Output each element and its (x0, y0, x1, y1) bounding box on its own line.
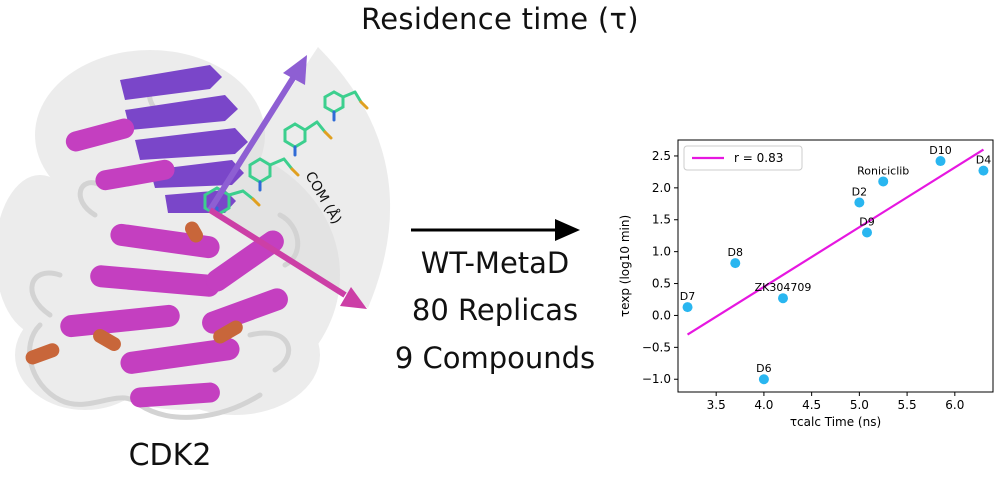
workflow-arrow (411, 219, 580, 241)
protein-label: CDK2 (128, 438, 212, 473)
point-label-d4: D4 (976, 154, 991, 167)
legend: r = 0.83 (683, 145, 803, 171)
point-label-d7: D7 (680, 290, 695, 303)
workflow-step-replicas: 80 Replicas (411, 293, 579, 327)
data-point-d10 (935, 156, 946, 167)
fit-line (686, 148, 985, 336)
x-tick-label: 5.0 (850, 398, 869, 412)
y-tick-label: −1.0 (642, 372, 671, 386)
data-point-d6 (758, 374, 769, 385)
x-axis-label: τcalc Time (ns) (790, 415, 881, 429)
figure-title: Residence time (τ) (361, 2, 639, 36)
y-tick-label: 1.0 (652, 245, 671, 259)
y-tick-label: 0.0 (652, 308, 671, 322)
workflow-step-compounds: 9 Compounds (394, 341, 596, 375)
data-point-d7 (682, 302, 693, 313)
data-point-roniciclib (878, 176, 889, 187)
point-label-d2: D2 (852, 186, 867, 199)
point-label-zk304709: ZK304709 (755, 281, 812, 294)
point-label-d8: D8 (728, 246, 743, 259)
y-tick-label: 2.0 (652, 181, 671, 195)
point-label-d9: D9 (859, 216, 874, 229)
turn-regions (25, 221, 243, 365)
exit-sector (210, 47, 391, 308)
y-tick-label: 2.5 (652, 149, 671, 163)
point-label-d10: D10 (929, 144, 951, 157)
ligand-poses (203, 90, 369, 218)
exit-arrow-down (208, 207, 367, 309)
x-tick-label: 3.5 (707, 398, 726, 412)
workflow-step-method: WT-MetaD (420, 246, 570, 280)
point-label-d6: D6 (756, 362, 771, 375)
data-point-d9 (862, 227, 872, 238)
y-tick-label: 0.5 (652, 277, 671, 291)
x-tick-label: 6.0 (945, 398, 964, 412)
point-label-roniciclib: Roniciclib (857, 164, 909, 177)
data-point-d8 (730, 258, 741, 269)
exit-arrow-up (207, 55, 307, 212)
protein-illustration: COM (Å) (0, 47, 391, 420)
data-point-d4 (978, 165, 989, 176)
x-tick-label: 4.0 (754, 398, 773, 412)
scatter-chart: 3.5 4.0 4.5 5.0 5.5 6.0 −1.0 −0.5 0.0 0.5 1.0 1.5 2.… (618, 139, 994, 429)
x-tick-label: 4.5 (802, 398, 821, 412)
plot-frame (677, 139, 994, 393)
y-tick-label: 1.5 (652, 213, 671, 227)
legend-label: r = 0.83 (734, 151, 783, 165)
x-tick-label: 5.5 (898, 398, 917, 412)
data-point-zk304709 (778, 293, 788, 304)
y-axis-label: τexp (log10 min) (618, 215, 632, 317)
y-tick-label: −0.5 (642, 340, 671, 354)
data-point-d2 (854, 197, 865, 208)
